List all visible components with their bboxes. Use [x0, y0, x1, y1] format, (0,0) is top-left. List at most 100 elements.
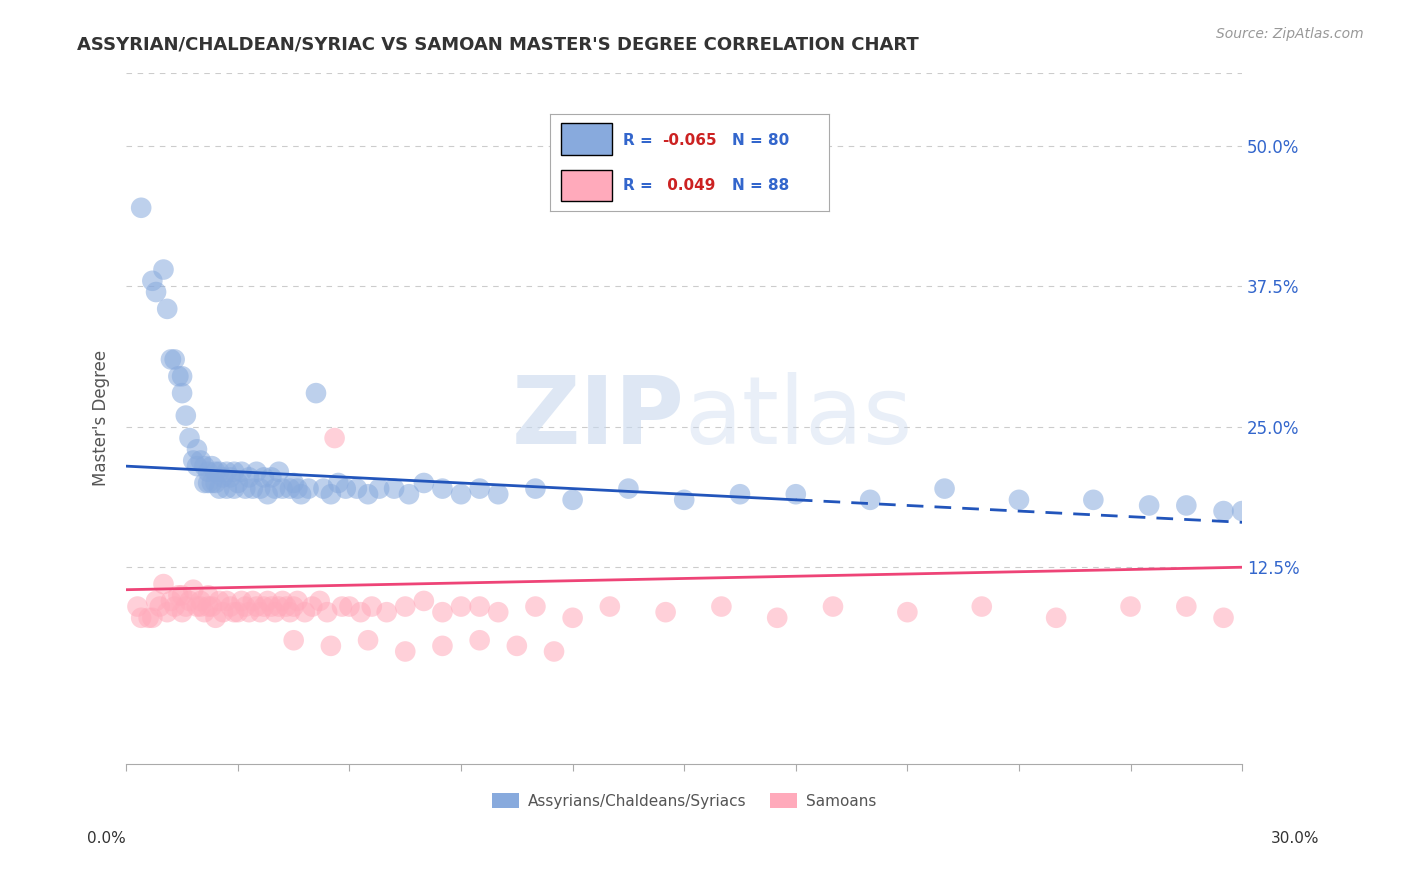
Point: [160, 352, 183, 367]
Point: [193, 605, 215, 619]
Point: [328, 475, 350, 490]
Point: [349, 605, 371, 619]
Point: [524, 482, 547, 496]
Point: [1212, 504, 1234, 518]
Point: [301, 599, 323, 614]
Point: [271, 482, 294, 496]
Point: [193, 459, 215, 474]
Point: [1250, 509, 1272, 524]
Point: [197, 599, 219, 614]
Point: [394, 644, 416, 658]
Point: [335, 482, 357, 496]
Point: [190, 453, 212, 467]
Point: [305, 386, 328, 401]
Point: [242, 482, 264, 496]
Legend: Assyrians/Chaldeans/Syriacs, Samoans: Assyrians/Chaldeans/Syriacs, Samoans: [485, 787, 883, 815]
Point: [287, 594, 309, 608]
Text: ZIP: ZIP: [512, 372, 685, 465]
Point: [197, 465, 219, 479]
Point: [524, 599, 547, 614]
Point: [224, 482, 246, 496]
Point: [145, 594, 167, 608]
Point: [152, 577, 174, 591]
Point: [278, 605, 301, 619]
Point: [1008, 492, 1031, 507]
Point: [506, 639, 529, 653]
Point: [339, 599, 361, 614]
Text: ASSYRIAN/CHALDEAN/SYRIAC VS SAMOAN MASTER'S DEGREE CORRELATION CHART: ASSYRIAN/CHALDEAN/SYRIAC VS SAMOAN MASTE…: [77, 36, 920, 54]
Point: [181, 582, 204, 597]
Point: [896, 605, 918, 619]
Point: [766, 611, 789, 625]
Point: [290, 487, 312, 501]
Point: [294, 605, 316, 619]
Point: [673, 492, 696, 507]
Point: [249, 605, 271, 619]
Point: [193, 475, 215, 490]
Point: [859, 492, 882, 507]
Point: [145, 285, 167, 299]
Point: [186, 459, 208, 474]
Point: [316, 605, 339, 619]
Point: [201, 599, 224, 614]
Point: [256, 594, 278, 608]
Point: [174, 409, 197, 423]
Point: [599, 599, 621, 614]
Point: [174, 599, 197, 614]
Point: [156, 605, 179, 619]
Point: [253, 599, 276, 614]
Point: [208, 482, 231, 496]
Point: [934, 482, 956, 496]
Point: [283, 633, 305, 648]
Point: [226, 475, 249, 490]
Point: [172, 588, 194, 602]
Point: [728, 487, 751, 501]
Point: [432, 639, 454, 653]
Point: [283, 475, 305, 490]
Point: [212, 605, 235, 619]
Point: [204, 611, 226, 625]
Point: [186, 442, 208, 457]
Point: [1175, 599, 1198, 614]
Point: [179, 594, 201, 608]
Point: [172, 605, 194, 619]
Text: 30.0%: 30.0%: [1271, 831, 1319, 846]
Point: [204, 465, 226, 479]
Point: [486, 487, 509, 501]
Point: [287, 482, 309, 496]
Point: [1286, 605, 1309, 619]
Point: [1175, 499, 1198, 513]
Point: [710, 599, 733, 614]
Point: [226, 605, 249, 619]
Point: [278, 482, 301, 496]
Point: [1137, 499, 1160, 513]
Point: [308, 594, 330, 608]
Point: [215, 482, 238, 496]
Point: [1083, 492, 1105, 507]
Point: [260, 470, 283, 484]
Point: [215, 465, 238, 479]
Point: [1212, 611, 1234, 625]
Point: [238, 470, 260, 484]
Y-axis label: Master's Degree: Master's Degree: [93, 351, 110, 486]
Point: [970, 599, 993, 614]
Point: [821, 599, 844, 614]
Point: [468, 482, 491, 496]
Point: [231, 465, 253, 479]
Point: [398, 487, 420, 501]
Point: [256, 487, 278, 501]
Text: Source: ZipAtlas.com: Source: ZipAtlas.com: [1216, 27, 1364, 41]
Point: [267, 599, 290, 614]
Point: [167, 369, 190, 384]
Point: [312, 482, 335, 496]
Point: [163, 352, 186, 367]
Point: [468, 599, 491, 614]
Point: [267, 465, 290, 479]
Point: [543, 644, 565, 658]
Point: [319, 639, 342, 653]
Point: [346, 482, 368, 496]
Point: [219, 470, 242, 484]
Point: [201, 475, 224, 490]
Point: [129, 611, 152, 625]
Point: [561, 492, 583, 507]
